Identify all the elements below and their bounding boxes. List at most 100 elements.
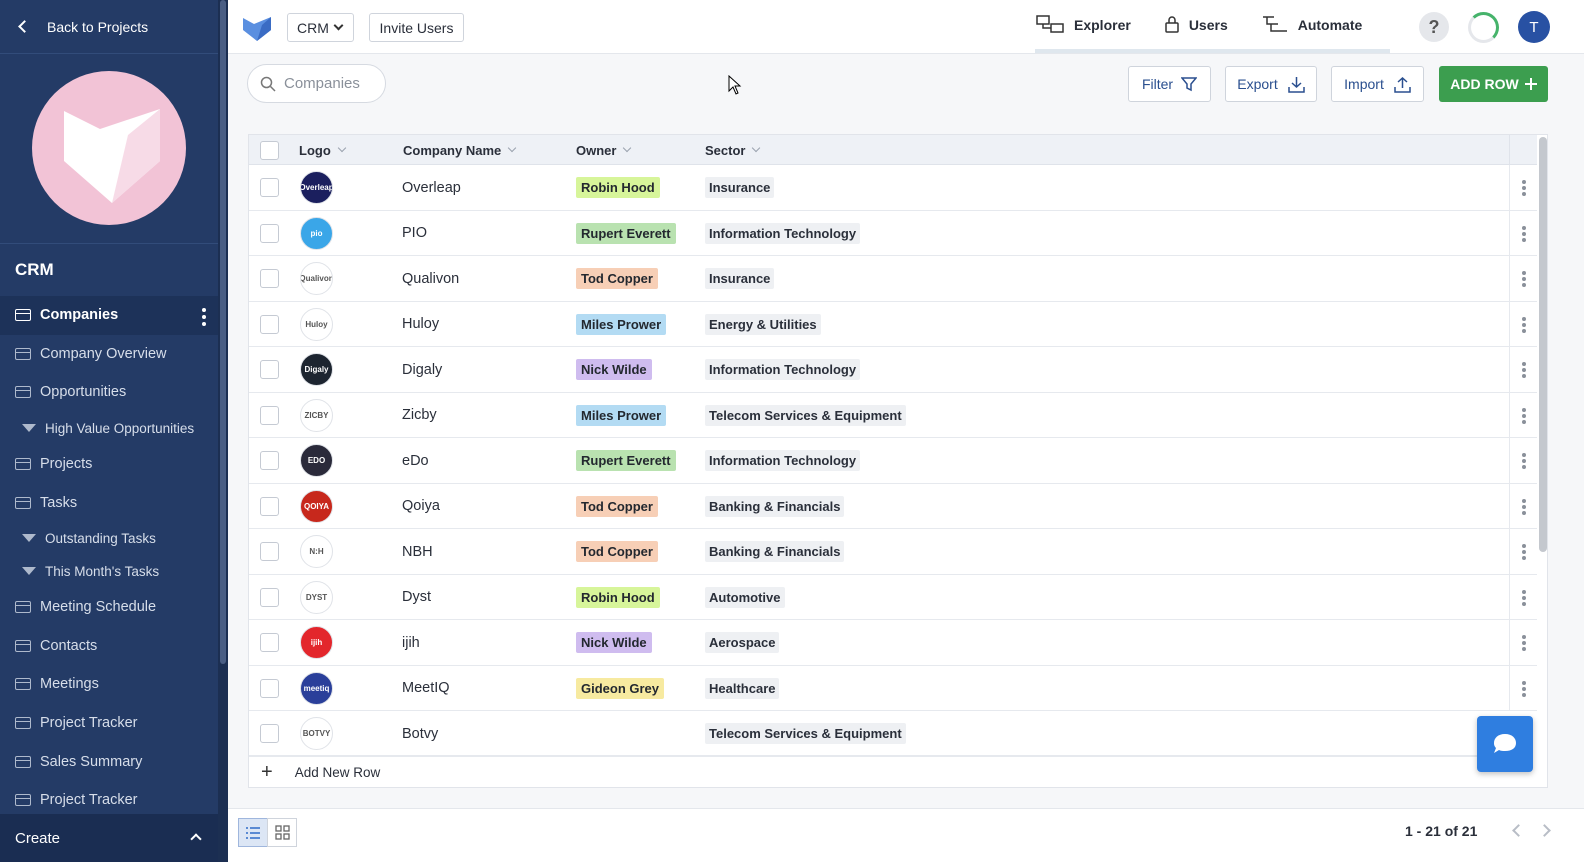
sector-tag[interactable]: Healthcare bbox=[705, 677, 780, 699]
row-checkbox[interactable] bbox=[260, 678, 279, 698]
row-checkbox[interactable] bbox=[260, 451, 279, 470]
table-row[interactable]: EDO eDo Rupert Everett Information Technolo… bbox=[249, 438, 1509, 484]
row-checkbox[interactable] bbox=[260, 314, 279, 334]
table-row[interactable]: meetiq MeetIQ Gideon Grey Healthcare bbox=[249, 666, 1509, 711]
row-checkbox[interactable] bbox=[260, 360, 279, 379]
search-box[interactable] bbox=[247, 64, 386, 103]
owner-tag[interactable]: Tod Copper bbox=[576, 541, 658, 562]
search-input[interactable] bbox=[284, 75, 384, 92]
sidebar-item-tasks[interactable]: Tasks bbox=[0, 483, 218, 522]
more-options-icon[interactable] bbox=[202, 308, 206, 329]
sidebar-item-projects[interactable]: Projects bbox=[0, 445, 218, 484]
company-name-cell[interactable]: Botvy bbox=[402, 725, 439, 742]
company-name-cell[interactable]: Digaly bbox=[402, 361, 443, 378]
select-all-checkbox[interactable] bbox=[260, 141, 279, 160]
row-checkbox[interactable] bbox=[260, 269, 279, 288]
owner-tag[interactable]: Tod Copper bbox=[576, 268, 658, 289]
grid-view-button[interactable] bbox=[267, 818, 297, 847]
company-name-cell[interactable]: Overleap bbox=[402, 179, 461, 196]
sidebar-item-project-tracker[interactable]: Project Tracker bbox=[0, 704, 218, 743]
column-header-logo[interactable]: Logo bbox=[299, 135, 347, 165]
row-more-options-icon[interactable] bbox=[1509, 210, 1537, 256]
company-name-cell[interactable]: Zicby bbox=[402, 407, 437, 423]
import-button[interactable]: Import bbox=[1331, 66, 1424, 102]
row-more-options-icon[interactable] bbox=[1509, 347, 1537, 393]
owner-tag[interactable]: Robin Hood bbox=[576, 177, 660, 198]
next-page-icon[interactable] bbox=[1538, 824, 1551, 837]
owner-tag[interactable]: Nick Wilde bbox=[576, 632, 652, 653]
sidebar-item-company-overview[interactable]: Company Overview bbox=[0, 335, 218, 374]
app-select[interactable]: CRM bbox=[287, 13, 354, 42]
table-row[interactable]: pio PIO Rupert Everett Information Technolo… bbox=[249, 211, 1509, 256]
row-more-options-icon[interactable] bbox=[1509, 256, 1537, 302]
sector-tag[interactable]: Banking & Financials bbox=[705, 495, 845, 517]
owner-tag[interactable]: Nick Wilde bbox=[576, 359, 652, 380]
row-checkbox[interactable] bbox=[260, 587, 279, 607]
column-header-company-name[interactable]: Company Name bbox=[403, 135, 517, 165]
table-scroll-thumb[interactable] bbox=[1539, 137, 1547, 552]
sidebar-item-contacts[interactable]: Contacts bbox=[0, 627, 218, 666]
row-more-options-icon[interactable] bbox=[1509, 165, 1537, 211]
row-more-options-icon[interactable] bbox=[1509, 483, 1537, 529]
company-name-cell[interactable]: PIO bbox=[402, 225, 427, 241]
owner-tag[interactable]: Miles Prower bbox=[576, 404, 667, 426]
tab-automate[interactable]: Automate bbox=[1262, 0, 1362, 50]
sector-tag[interactable]: Information Technology bbox=[705, 450, 861, 471]
row-more-options-icon[interactable] bbox=[1509, 392, 1537, 438]
row-checkbox[interactable] bbox=[260, 178, 279, 197]
sector-tag[interactable]: Aerospace bbox=[705, 632, 780, 653]
table-scrollbar[interactable] bbox=[1538, 135, 1548, 755]
company-name-cell[interactable]: Qoiya bbox=[402, 498, 440, 514]
table-row[interactable]: ZICBY Zicby Miles Prower Telecom Services &… bbox=[249, 393, 1509, 438]
sector-tag[interactable]: Information Technology bbox=[705, 222, 861, 244]
row-checkbox[interactable] bbox=[260, 405, 279, 425]
owner-tag[interactable]: Rupert Everett bbox=[576, 222, 676, 244]
sector-tag[interactable]: Insurance bbox=[705, 268, 775, 289]
table-row[interactable]: BOTVY Botvy Telecom Services & Equipment bbox=[249, 711, 1509, 757]
table-row[interactable]: Huloy Huloy Miles Prower Energy & Utilities bbox=[249, 302, 1509, 347]
sidebar-item-this-month-s-tasks[interactable]: This Month's Tasks bbox=[0, 555, 218, 588]
add-new-row-button[interactable]: + Add New Row bbox=[249, 755, 1509, 789]
table-row[interactable]: DYST Dyst Robin Hood Automotive bbox=[249, 575, 1509, 620]
row-checkbox[interactable] bbox=[260, 633, 279, 652]
sidebar-item-companies[interactable]: Companies bbox=[0, 296, 218, 335]
sidebar-item-outstanding-tasks[interactable]: Outstanding Tasks bbox=[0, 522, 218, 555]
export-button[interactable]: Export bbox=[1225, 66, 1317, 102]
owner-tag[interactable]: Gideon Grey bbox=[576, 677, 665, 699]
sidebar-item-meeting-schedule[interactable]: Meeting Schedule bbox=[0, 588, 218, 627]
avatar[interactable]: T bbox=[1518, 11, 1550, 43]
row-more-options-icon[interactable] bbox=[1509, 665, 1537, 711]
create-button[interactable]: Create bbox=[0, 814, 218, 862]
table-row[interactable]: ijih ijih Nick Wilde Aerospace bbox=[249, 620, 1509, 666]
sector-tag[interactable]: Banking & Financials bbox=[705, 541, 845, 562]
column-header-sector[interactable]: Sector bbox=[705, 135, 761, 165]
row-more-options-icon[interactable] bbox=[1509, 620, 1537, 666]
filter-button[interactable]: Filter bbox=[1128, 66, 1211, 102]
sidebar-scrollbar[interactable] bbox=[218, 0, 228, 862]
add-row-button[interactable]: ADD ROW bbox=[1439, 66, 1548, 102]
list-view-button[interactable] bbox=[238, 818, 268, 847]
row-more-options-icon[interactable] bbox=[1509, 301, 1537, 347]
owner-tag[interactable]: Tod Copper bbox=[576, 495, 658, 517]
row-checkbox[interactable] bbox=[260, 223, 279, 243]
row-checkbox[interactable] bbox=[260, 496, 279, 516]
company-name-cell[interactable]: Qualivon bbox=[402, 270, 460, 287]
row-more-options-icon[interactable] bbox=[1509, 438, 1537, 484]
chat-widget-button[interactable] bbox=[1477, 716, 1533, 772]
sector-tag[interactable]: Telecom Services & Equipment bbox=[705, 723, 906, 744]
row-more-options-icon[interactable] bbox=[1509, 529, 1537, 575]
company-name-cell[interactable]: eDo bbox=[402, 452, 429, 469]
table-row[interactable]: Overleap Overleap Robin Hood Insurance bbox=[249, 165, 1509, 211]
company-name-cell[interactable]: ijih bbox=[402, 634, 420, 651]
sidebar-item-project-tracker[interactable]: Project Tracker bbox=[0, 781, 218, 820]
company-name-cell[interactable]: NBH bbox=[402, 543, 433, 560]
sector-tag[interactable]: Automotive bbox=[705, 586, 785, 608]
sidebar-item-meetings[interactable]: Meetings bbox=[0, 665, 218, 704]
tab-users[interactable]: Users bbox=[1165, 0, 1228, 50]
help-icon[interactable]: ? bbox=[1419, 12, 1449, 42]
company-name-cell[interactable]: MeetIQ bbox=[402, 680, 450, 696]
back-to-projects-link[interactable]: Back to Projects bbox=[0, 0, 218, 54]
owner-tag[interactable]: Miles Prower bbox=[576, 313, 667, 335]
sidebar-item-opportunities[interactable]: Opportunities bbox=[0, 373, 218, 412]
sector-tag[interactable]: Telecom Services & Equipment bbox=[705, 404, 906, 426]
